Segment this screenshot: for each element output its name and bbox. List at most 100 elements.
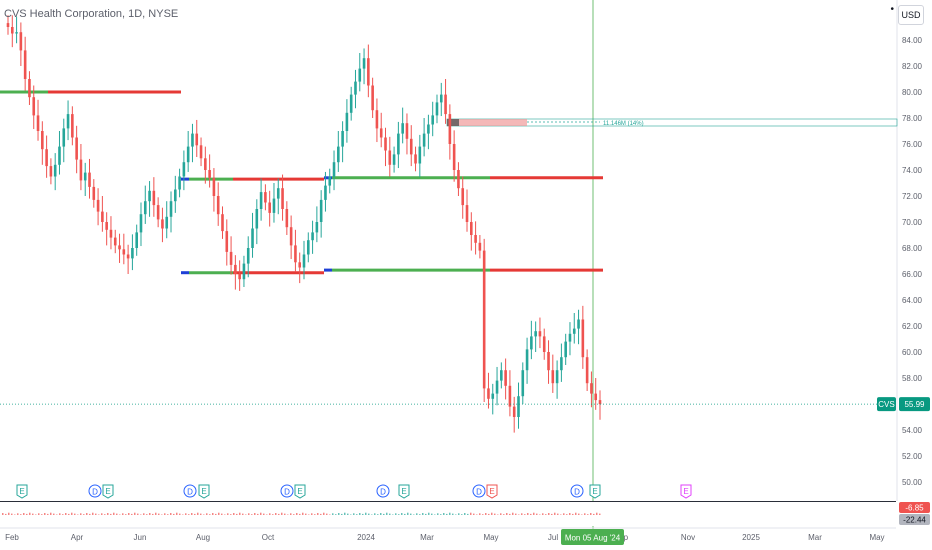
indicator-bar bbox=[407, 512, 409, 515]
dividend-marker[interactable] bbox=[88, 484, 102, 498]
candle-body bbox=[225, 231, 229, 252]
indicator-bar bbox=[392, 514, 394, 515]
candle-body bbox=[594, 393, 598, 401]
dividend-marker[interactable] bbox=[376, 484, 390, 498]
candle-body bbox=[500, 370, 503, 381]
indicator-bar bbox=[2, 513, 4, 515]
candle-body bbox=[285, 209, 289, 228]
candle-body bbox=[311, 232, 314, 241]
time-tick-label: Nov bbox=[681, 533, 695, 542]
pane-divider[interactable] bbox=[0, 501, 896, 502]
indicator-bar bbox=[80, 513, 82, 515]
dividend-marker[interactable] bbox=[183, 484, 197, 498]
candle-body bbox=[45, 149, 48, 167]
price-tick-label: 50.00 bbox=[902, 478, 923, 487]
candle-body bbox=[191, 133, 194, 147]
indicator-bar bbox=[50, 512, 52, 515]
indicator-bar bbox=[290, 513, 292, 515]
time-tick-label: 2024 bbox=[357, 533, 375, 542]
candle-body bbox=[281, 188, 284, 209]
candle-body bbox=[62, 128, 66, 147]
time-tick-label: Mar bbox=[420, 533, 434, 542]
indicator-bar bbox=[419, 514, 421, 515]
earnings-marker[interactable] bbox=[198, 484, 210, 499]
candle-body bbox=[444, 94, 447, 115]
candle-body bbox=[118, 245, 121, 250]
candle-body bbox=[238, 274, 241, 280]
indicator-bar bbox=[548, 513, 550, 515]
earnings-marker[interactable] bbox=[589, 484, 601, 499]
candle-body bbox=[448, 114, 452, 144]
indicator-bar bbox=[59, 513, 61, 515]
indicator-bar bbox=[119, 514, 121, 515]
currency-button[interactable]: USD bbox=[898, 5, 924, 25]
candle-body bbox=[491, 393, 495, 399]
indicator-bar bbox=[152, 513, 154, 515]
earnings-marker[interactable] bbox=[294, 484, 306, 499]
candle-body bbox=[148, 190, 151, 202]
price-tick-label: 66.00 bbox=[902, 270, 923, 279]
price-tick-label: 72.00 bbox=[902, 192, 923, 201]
candle-body bbox=[324, 185, 327, 200]
candle-body bbox=[221, 214, 224, 232]
earnings-marker[interactable] bbox=[398, 484, 410, 499]
candle-body bbox=[216, 196, 220, 215]
indicator-bar bbox=[584, 513, 586, 515]
dividend-marker[interactable] bbox=[570, 484, 584, 498]
time-tick-label: Aug bbox=[196, 533, 210, 542]
indicator-bar bbox=[497, 514, 499, 515]
indicator-bar bbox=[77, 514, 79, 515]
indicator-bar bbox=[572, 513, 574, 515]
price-tick-label: 78.00 bbox=[902, 114, 923, 123]
symbol-price-tag bbox=[877, 397, 896, 412]
candle-body bbox=[560, 357, 563, 371]
candle-body bbox=[36, 115, 40, 131]
indicator-bar bbox=[14, 514, 16, 515]
candle-body bbox=[405, 123, 409, 139]
indicator-bar bbox=[326, 513, 328, 515]
earnings-marker[interactable] bbox=[680, 484, 692, 499]
indicator-bar bbox=[56, 514, 58, 515]
indicator-bar bbox=[65, 513, 67, 515]
price-axis[interactable] bbox=[897, 0, 932, 550]
indicator-bar bbox=[593, 513, 595, 515]
indicator-bar bbox=[266, 514, 268, 515]
indicator-bar bbox=[338, 513, 340, 515]
candle-body bbox=[255, 209, 259, 229]
candle-body bbox=[66, 114, 70, 129]
earnings-marker-label: E bbox=[401, 487, 406, 496]
indicator-bar bbox=[155, 512, 157, 515]
indicator-bar bbox=[47, 513, 49, 515]
indicator-bar bbox=[518, 514, 520, 515]
indicator-bar bbox=[599, 513, 601, 515]
indicator-bar bbox=[362, 513, 364, 515]
more-options-icon[interactable]: • bbox=[890, 4, 894, 15]
candle-body bbox=[590, 383, 593, 394]
crosshair-date-label: Mon 05 Aug '24 bbox=[565, 534, 621, 543]
indicator-bar bbox=[524, 514, 526, 515]
indicator-bar bbox=[467, 513, 469, 515]
indicator-value-2: -22.44 bbox=[903, 516, 926, 525]
indicator-bar bbox=[374, 513, 376, 515]
indicator-bar bbox=[494, 513, 496, 515]
indicator-bar bbox=[389, 513, 391, 515]
earnings-marker[interactable] bbox=[16, 484, 28, 499]
indicator-bar bbox=[377, 514, 379, 515]
indicator-bar bbox=[383, 513, 385, 515]
earnings-marker[interactable] bbox=[486, 484, 498, 499]
dividend-marker[interactable] bbox=[472, 484, 486, 498]
indicator-bar bbox=[428, 512, 430, 515]
indicator-bar bbox=[530, 513, 532, 515]
indicator-bar bbox=[101, 513, 103, 515]
dividend-marker[interactable] bbox=[280, 484, 294, 498]
candle-body bbox=[88, 172, 91, 187]
dividend-marker-label: D bbox=[380, 488, 386, 497]
indicator-bar bbox=[473, 513, 475, 515]
indicator-bar bbox=[185, 513, 187, 515]
indicator-bar bbox=[8, 512, 10, 515]
earnings-marker[interactable] bbox=[102, 484, 114, 499]
earnings-marker-label: E bbox=[683, 487, 688, 496]
indicator-bar bbox=[542, 513, 544, 515]
